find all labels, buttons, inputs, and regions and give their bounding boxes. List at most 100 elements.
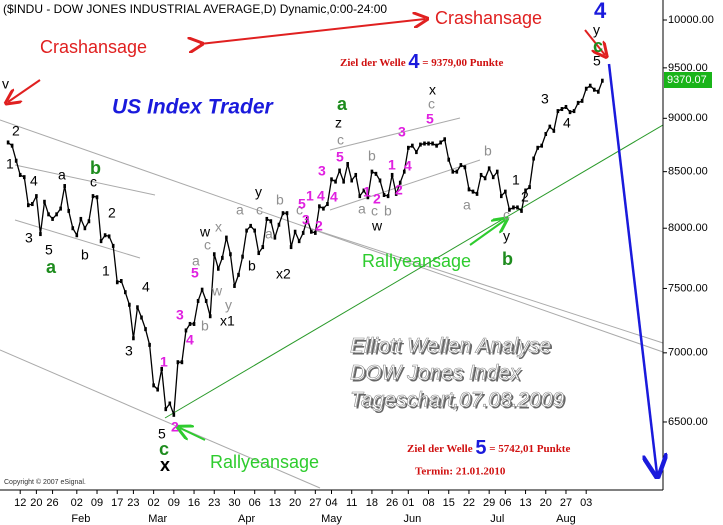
price-bar <box>318 204 321 209</box>
price-bar <box>322 206 325 211</box>
price-bar <box>140 315 143 320</box>
brand: US Index Trader <box>112 96 274 119</box>
price-bar <box>221 255 224 260</box>
arrow <box>200 19 425 44</box>
price-bar <box>31 202 34 207</box>
x-tick-label: 12 <box>14 497 26 509</box>
price-bar <box>459 163 463 168</box>
wave-label: b <box>484 143 492 159</box>
y-tick-label: 6500.00 <box>668 416 708 428</box>
x-tick-label: 03 <box>580 497 592 509</box>
price-bar <box>184 328 188 333</box>
price-bar <box>245 228 248 233</box>
x-tick-label: 13 <box>269 497 281 509</box>
wave-label: y <box>225 297 232 313</box>
price-bar <box>107 234 111 239</box>
month-label: Jun <box>403 513 421 525</box>
target-text: Ziel der Welle 4 = 9379,00 Punkte <box>340 51 503 73</box>
price-bar <box>22 175 26 180</box>
price-bar <box>354 172 358 177</box>
wave-label: b <box>502 249 513 269</box>
arrow <box>180 428 206 441</box>
wave-label: a <box>265 226 273 242</box>
wave-label: 2 <box>108 205 116 221</box>
price-bar <box>479 172 483 177</box>
price-bar <box>552 128 556 133</box>
price-bar <box>128 302 131 307</box>
x-tick-label: 16 <box>188 497 200 509</box>
price-bar <box>447 157 451 162</box>
wave-label: c <box>503 207 510 223</box>
annotation: Rallyeansage <box>210 452 319 472</box>
wave-label: 3 <box>25 230 33 246</box>
target-suffix: = 5742,01 Punkte <box>489 443 570 455</box>
wave-label: a <box>337 94 348 114</box>
price-bar <box>402 169 406 174</box>
price-bar <box>103 233 107 238</box>
price-bar <box>289 245 293 250</box>
x-tick-label: 26 <box>46 497 58 509</box>
copyright: Copyright © 2007 eSignal. <box>4 478 86 486</box>
price-bar <box>374 171 378 176</box>
price-bar <box>160 366 164 371</box>
wave-label: 3 <box>125 343 133 359</box>
price-bar <box>366 195 370 200</box>
price-bar <box>463 165 467 170</box>
price-bar <box>309 229 313 234</box>
price-bar <box>592 87 596 92</box>
price-bar <box>305 216 309 221</box>
target-prefix: Ziel der Welle <box>340 57 406 69</box>
wave-label: x <box>215 219 222 235</box>
price-bar <box>188 321 192 326</box>
x-tick-label: 06 <box>499 497 511 509</box>
trendlines <box>0 117 664 489</box>
price-bar <box>499 194 503 199</box>
wave-label: 3 <box>302 212 310 228</box>
price-bar <box>580 98 584 103</box>
x-tick-label: 01 <box>402 497 414 509</box>
wave-label: 4 <box>330 189 338 205</box>
price-bar <box>548 124 552 129</box>
price-bar <box>208 314 212 319</box>
price-bar <box>495 169 499 174</box>
price-bar <box>18 172 22 177</box>
price-bar <box>520 208 523 213</box>
price-bar <box>59 206 62 211</box>
wave-label: w <box>211 283 223 299</box>
wave-label: b <box>81 247 89 263</box>
price-bar <box>451 169 455 174</box>
price-bar <box>516 205 519 210</box>
wave-label: 4 <box>142 279 150 295</box>
analysis-shadow: DOW Jones Index <box>352 364 524 387</box>
channel-line <box>0 119 664 353</box>
price-bar <box>411 143 414 148</box>
price-bar <box>204 298 208 303</box>
price-bar <box>144 327 147 332</box>
price-bar <box>572 109 576 114</box>
annotation: Crashansage <box>40 37 147 57</box>
channel-line <box>14 219 141 259</box>
wave-label: x <box>429 82 436 98</box>
price-bar <box>47 212 50 217</box>
month-label: Aug <box>556 513 576 525</box>
chart-title: ($INDU - DOW JONES INDUSTRIAL AVERAGE,D)… <box>3 2 387 16</box>
month-label: Feb <box>71 513 90 525</box>
month-label: Mar <box>148 513 167 525</box>
price-bar <box>487 166 491 171</box>
y-tick-label: 8500.00 <box>668 166 708 178</box>
price-bar <box>168 401 172 406</box>
wave-label: 3 <box>318 163 326 179</box>
price-bar <box>10 143 14 148</box>
month-label: Jul <box>490 513 504 525</box>
price-bar <box>111 243 115 248</box>
price-bar <box>241 254 244 259</box>
wave-label: b <box>384 203 392 219</box>
x-tick-label: 13 <box>519 497 531 509</box>
wave-label: 5 <box>426 111 434 127</box>
price-bar <box>152 383 155 388</box>
price-bar <box>253 228 256 233</box>
price-bar <box>508 207 511 212</box>
wave-label: 4 <box>594 0 607 23</box>
y-tick-label: 7500.00 <box>668 282 708 294</box>
price-bar <box>536 145 539 150</box>
